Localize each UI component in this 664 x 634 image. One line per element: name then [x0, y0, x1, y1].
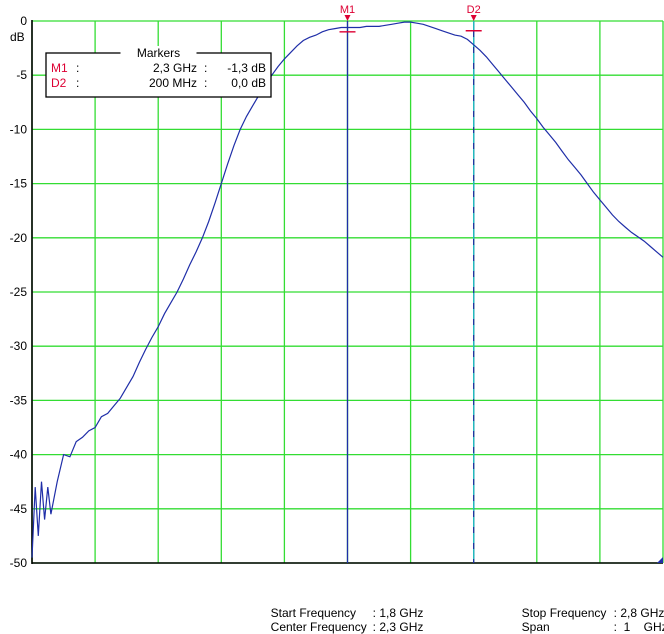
start-frequency-label: Start Frequency — [270, 606, 357, 620]
marker-d2-arrow-icon — [470, 15, 477, 21]
start-frequency-value: : 1,8 GHz — [372, 606, 424, 620]
center-frequency-label: Center Frequency — [270, 620, 367, 634]
marker-m1-arrow-icon — [344, 15, 351, 21]
marker-d2-label: D2 — [467, 4, 481, 16]
stop-frequency-value: : 2,8 GHz — [613, 606, 664, 620]
marker-row-colon: : — [76, 61, 79, 75]
y-tick-label: -35 — [10, 393, 28, 407]
marker-row-colon: : — [76, 76, 79, 90]
footer-start-line: Start Frequency : 1,8 GHz — [264, 592, 424, 620]
marker-row-value2: -1,3 dB — [227, 61, 266, 75]
y-tick-label: -20 — [10, 231, 28, 245]
marker-row-name: M1 — [51, 61, 68, 75]
y-tick-label: -45 — [10, 502, 28, 516]
marker-m1-label: M1 — [340, 4, 355, 16]
y-tick-label: -25 — [10, 285, 28, 299]
center-frequency-value: : 2,3 GHz — [372, 620, 424, 634]
y-tick-label: -40 — [10, 448, 28, 462]
stop-frequency-label: Stop Frequency — [521, 606, 607, 620]
y-tick-label: -5 — [16, 68, 27, 82]
y-tick-label: -50 — [10, 556, 28, 570]
footer-center-line: Center Frequency : 2,3 GHz — [264, 606, 424, 634]
marker-row-value2: 0,0 dB — [231, 76, 266, 90]
y-tick-label: 0 — [20, 14, 27, 28]
y-tick-label: -30 — [10, 339, 28, 353]
marker-row-colon: : — [204, 76, 207, 90]
y-tick-label: -15 — [10, 177, 28, 191]
span-value: : 1 GHz — [613, 620, 664, 634]
span-label: Span — [521, 620, 550, 634]
markers-title-bg — [120, 46, 197, 58]
marker-row-name: D2 — [51, 76, 67, 90]
footer-stop-line: Stop Frequency : 2,8 GHz — [515, 592, 664, 620]
marker-row-value1: 200 MHz — [149, 76, 197, 90]
markers-title: Markers — [137, 46, 180, 60]
markers-box — [45, 52, 272, 98]
footer-span-line: Span : 1 GHz — [515, 606, 664, 634]
marker-row-colon: : — [204, 61, 207, 75]
marker-row-value1: 2,3 GHz — [153, 61, 197, 75]
y-tick-label: -10 — [10, 122, 28, 136]
y-axis-unit-label: dB — [10, 30, 25, 44]
corner-indicator-icon — [657, 557, 663, 563]
trace-line — [31, 21, 664, 558]
